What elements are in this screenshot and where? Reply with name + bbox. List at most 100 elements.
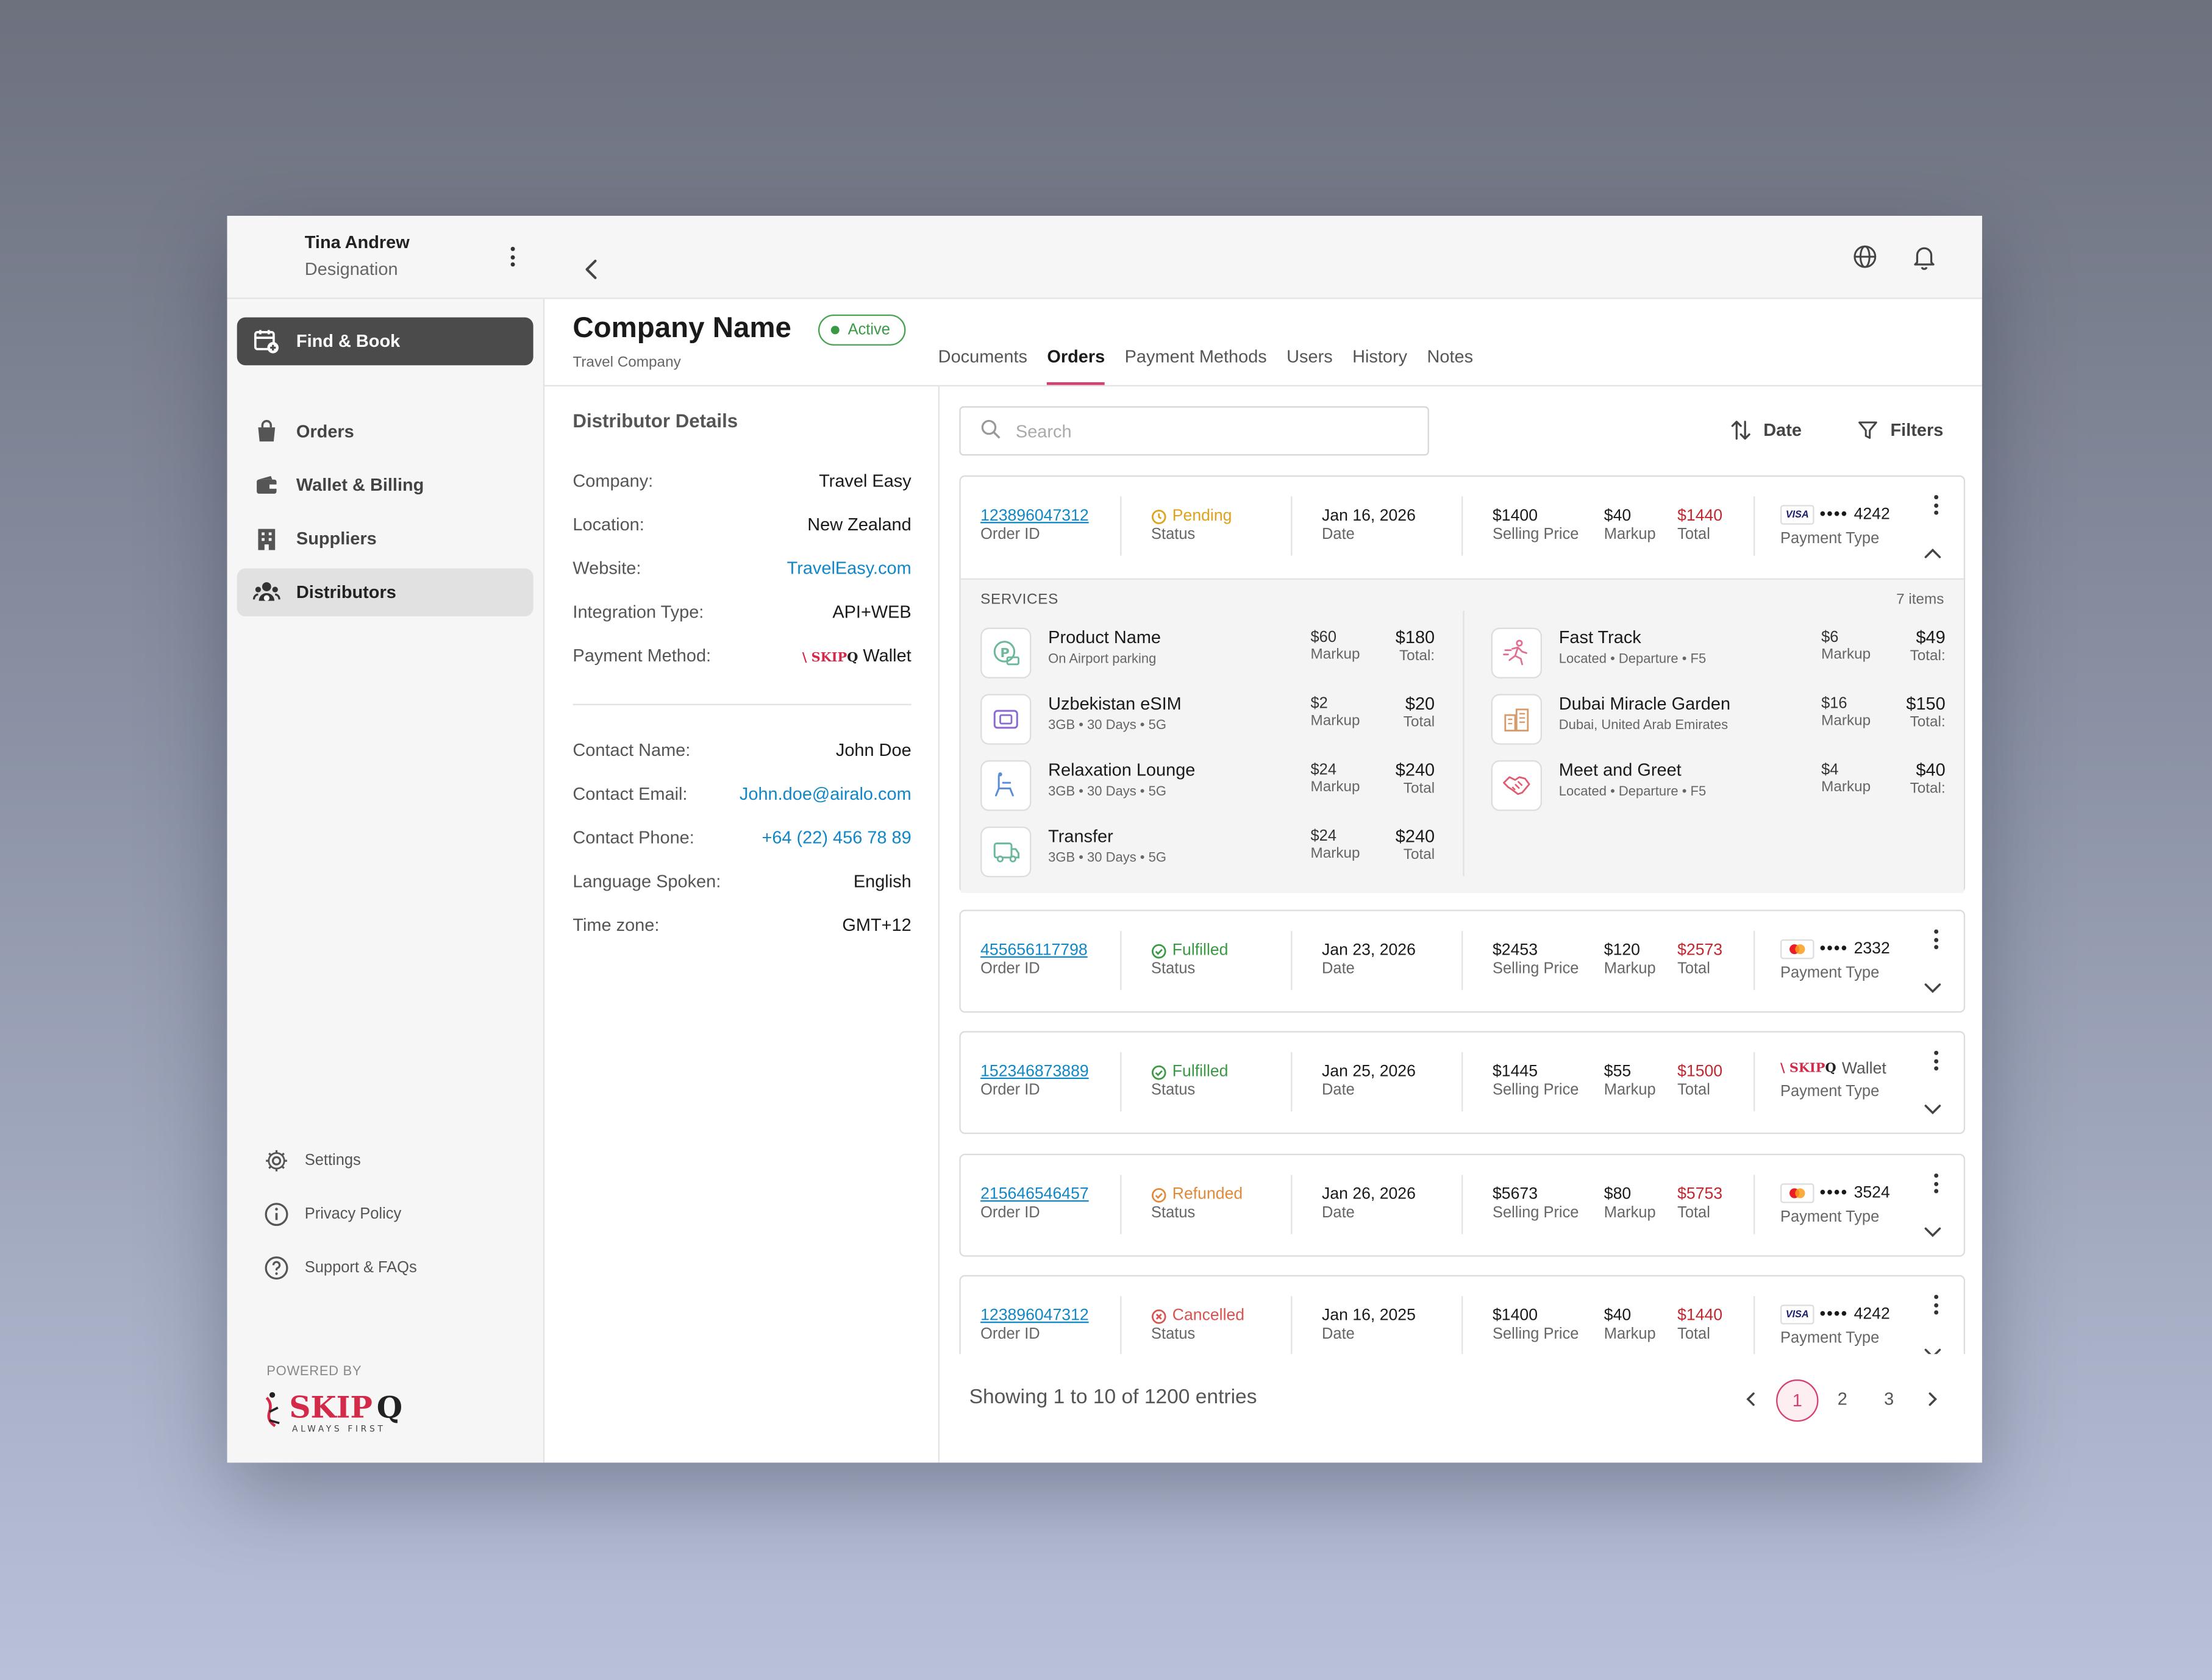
services-header: SERVICES: [980, 591, 1059, 608]
back-arrow-icon[interactable]: [583, 258, 602, 288]
tab-payment-methods[interactable]: Payment Methods: [1124, 347, 1267, 367]
privacy-policy-link[interactable]: Privacy Policy: [262, 1197, 401, 1231]
settings-link[interactable]: Settings: [262, 1144, 361, 1178]
calendar-add-icon: [251, 326, 282, 357]
detail-label: Company:: [573, 471, 654, 491]
service-item: Fast Track Located • Departure • F5 $6 Ma…: [1491, 627, 1946, 678]
order-status: Fulfilled: [1151, 1064, 1228, 1080]
service-markup-value: $4: [1821, 761, 1839, 779]
payment-method-value: Wallet: [863, 646, 912, 666]
order-menu-icon[interactable]: [1933, 929, 1938, 950]
cell-divider: [1120, 1052, 1122, 1112]
order-menu-icon[interactable]: [1933, 1050, 1938, 1071]
top-bar: [543, 216, 1982, 299]
footer-nav-label: Privacy Policy: [304, 1206, 402, 1223]
nav-find-book[interactable]: Find & Book: [237, 317, 533, 366]
chevron-up-icon[interactable]: [1923, 541, 1943, 567]
page-button[interactable]: 1: [1776, 1379, 1819, 1422]
service-item: Dubai Miracle Garden Dubai, United Arab …: [1491, 694, 1946, 745]
detail-label: Payment Method:: [573, 646, 712, 666]
filters-button[interactable]: Filters: [1857, 413, 1943, 447]
date-label: Date: [1322, 1081, 1355, 1099]
date-cell: Jan 16, 2026 Date: [1322, 508, 1416, 543]
support-faqs-link[interactable]: Support & FAQs: [262, 1251, 417, 1285]
email-link[interactable]: John.doe@airalo.com: [739, 784, 912, 804]
order-menu-icon[interactable]: [1933, 1295, 1938, 1315]
order-id-link[interactable]: 123896047312: [980, 507, 1089, 525]
service-total: $240 Total: [1396, 760, 1435, 797]
payment-type-cell: •••• 3524 Payment Type: [1780, 1183, 1890, 1226]
service-markup-label: Markup: [1821, 712, 1871, 730]
date-label: Date: [1322, 1204, 1355, 1222]
nav-orders[interactable]: Orders: [237, 408, 533, 456]
nav-suppliers[interactable]: Suppliers: [237, 515, 533, 563]
phone-link[interactable]: +64 (22) 456 78 89: [762, 828, 912, 848]
tab-history[interactable]: History: [1352, 347, 1408, 367]
search-input[interactable]: Search: [959, 406, 1429, 456]
detail-label: Integration Type:: [573, 602, 704, 622]
payment-type-cell: VISA •••• 4242 Payment Type: [1780, 505, 1890, 547]
page-button[interactable]: 3: [1884, 1389, 1894, 1409]
markup-label: Markup: [1604, 960, 1656, 978]
markup: $55: [1604, 1063, 1632, 1081]
prev-page-icon[interactable]: [1739, 1378, 1762, 1420]
visa-card-icon: VISA: [1780, 1304, 1814, 1325]
chevron-down-icon[interactable]: [1923, 976, 1943, 1002]
status-label: Status: [1151, 1204, 1196, 1222]
service-sub: Dubai, United Arab Emirates: [1558, 717, 1729, 734]
service-total: $240 Total: [1396, 827, 1435, 863]
sort-date-button[interactable]: Date: [1730, 413, 1802, 447]
header-divider: [543, 385, 1982, 386]
markup: $80: [1604, 1186, 1632, 1203]
nav-wallet-billing[interactable]: Wallet & Billing: [237, 461, 533, 510]
sidebar: Tina Andrew Designation Find & Book Orde…: [227, 216, 545, 1463]
page-button[interactable]: 2: [1837, 1389, 1847, 1409]
services-count: 7 items: [1896, 591, 1944, 608]
nav-distributors[interactable]: Distributors: [237, 568, 533, 617]
globe-icon[interactable]: [1852, 244, 1878, 276]
chevron-down-icon[interactable]: [1923, 1097, 1943, 1123]
order-menu-icon[interactable]: [1933, 495, 1938, 515]
user-menu-icon[interactable]: [509, 246, 515, 267]
tab-notes[interactable]: Notes: [1427, 347, 1474, 367]
cell-divider: [1291, 496, 1293, 556]
tab-orders[interactable]: Orders: [1047, 347, 1105, 385]
total-label: Total: [1677, 1204, 1710, 1222]
detail-value: API+WEB: [832, 602, 912, 622]
service-markup-label: Markup: [1310, 712, 1360, 730]
detail-value: Travel Easy: [819, 471, 912, 491]
tab-documents[interactable]: Documents: [938, 347, 1027, 367]
markup-cell: $120 Markup: [1604, 942, 1656, 978]
order-menu-icon[interactable]: [1933, 1173, 1938, 1194]
tab-users[interactable]: Users: [1286, 347, 1333, 367]
service-markup: $16 Markup: [1821, 696, 1871, 730]
service-markup-label: Markup: [1821, 778, 1871, 796]
order-id-cell: 215646546457 Order ID: [980, 1186, 1089, 1222]
detail-row-location: Location: New Zealand: [573, 515, 911, 535]
order-card: 152346873889 Order ID Fulfilled Status Jan…: [959, 1031, 1966, 1134]
cell-divider: [1461, 1052, 1463, 1112]
date-cell: Jan 25, 2026 Date: [1322, 1064, 1416, 1099]
chevron-down-icon[interactable]: [1923, 1341, 1943, 1354]
next-page-icon[interactable]: [1921, 1378, 1944, 1420]
service-name: Transfer: [1048, 826, 1113, 847]
service-item: Uzbekistan eSIM 3GB • 30 Days • 5G $2 Mar…: [980, 694, 1435, 745]
total: $1440: [1677, 507, 1723, 525]
service-sub: On Airport parking: [1048, 651, 1157, 667]
detail-row-company: Company: Travel Easy: [573, 471, 911, 491]
order-id-link[interactable]: 152346873889: [980, 1063, 1089, 1081]
status-badge-label: Active: [847, 321, 890, 339]
payment-type-label: Payment Type: [1780, 530, 1880, 547]
order-id-link[interactable]: 123896047312: [980, 1307, 1089, 1325]
chevron-down-icon[interactable]: [1923, 1220, 1943, 1245]
order-id-label: Order ID: [980, 526, 1040, 543]
status-text: Cancelled: [1172, 1307, 1245, 1325]
sort-label: Date: [1763, 420, 1802, 440]
payment-type-label: Payment Type: [1780, 1329, 1880, 1347]
order-id-link[interactable]: 215646546457: [980, 1186, 1089, 1203]
markup: $40: [1604, 1307, 1632, 1325]
order-id-link[interactable]: 455656117798: [980, 942, 1088, 959]
website-link[interactable]: TravelEasy.com: [787, 558, 912, 578]
bell-icon[interactable]: [1910, 243, 1938, 278]
selling-price-label: Selling Price: [1493, 1204, 1579, 1222]
